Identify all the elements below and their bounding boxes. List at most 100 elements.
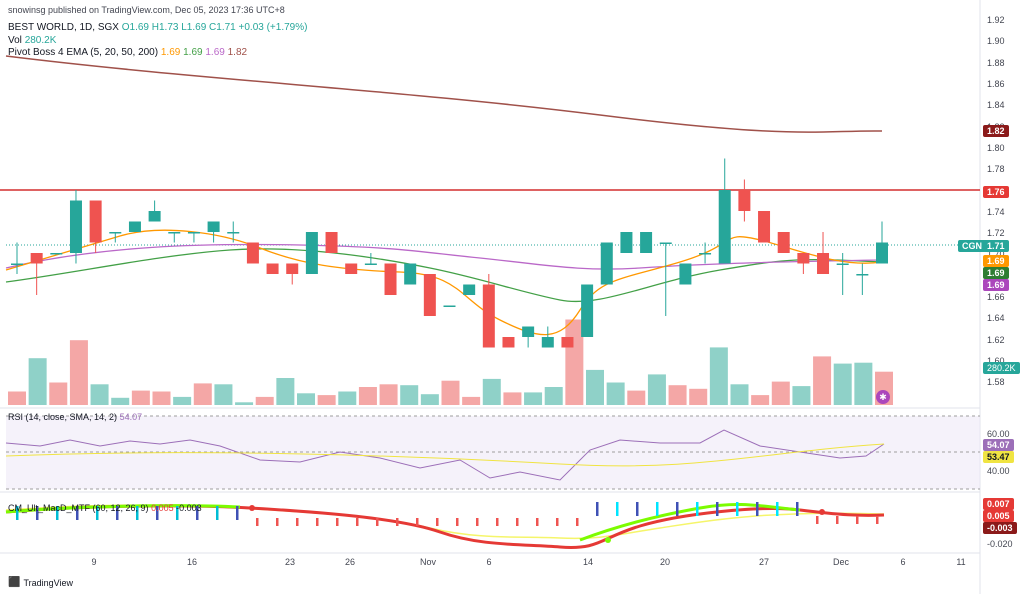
tradingview-logo[interactable]: ⬛ TradingView bbox=[8, 577, 73, 588]
ema50-value: 1.69 bbox=[205, 47, 225, 58]
time-axis-label: 6 bbox=[900, 557, 906, 567]
candle-body bbox=[404, 263, 417, 285]
symbol-legend: BEST WORLD, 1D, SGX O1.69 H1.73 L1.69 C1… bbox=[8, 22, 307, 34]
volume-bar bbox=[668, 385, 687, 405]
candle bbox=[541, 326, 554, 348]
candle bbox=[876, 221, 888, 264]
candle-body bbox=[561, 337, 574, 348]
candle bbox=[246, 242, 259, 264]
ema5-value: 1.69 bbox=[160, 47, 181, 58]
volume-bar bbox=[152, 391, 171, 405]
rsi-axis-label: 60.00 bbox=[987, 429, 1010, 439]
macd-histogram-bar bbox=[736, 502, 739, 516]
candle bbox=[50, 253, 63, 255]
volume-bar bbox=[173, 396, 192, 405]
candle-body bbox=[502, 337, 515, 348]
candle-body bbox=[738, 190, 751, 211]
ema-label[interactable]: Pivot Boss 4 EMA (5, 20, 50, 200) bbox=[8, 47, 159, 58]
candle-body bbox=[659, 242, 672, 244]
macd-legend: CM_Ult_MacD_MTF (60, 12, 26, 9) 0.005 -0… bbox=[8, 503, 202, 513]
volume-bar bbox=[49, 382, 68, 405]
macd-tag: 0.005 bbox=[983, 510, 1014, 522]
volume-bar bbox=[28, 358, 47, 405]
candle-body bbox=[266, 263, 279, 274]
candle-body bbox=[246, 242, 259, 264]
candle bbox=[286, 263, 299, 285]
macd-histogram-bar bbox=[416, 518, 419, 526]
candle bbox=[305, 232, 318, 274]
candle bbox=[738, 179, 751, 222]
candle-body bbox=[522, 326, 535, 337]
volume-bar bbox=[193, 383, 212, 405]
candle bbox=[325, 232, 338, 253]
time-axis-label: 20 bbox=[659, 557, 671, 567]
macd-axis-label: -0.020 bbox=[987, 539, 1013, 549]
volume-bar bbox=[462, 396, 481, 405]
rsi-sma-tag: 53.47 bbox=[983, 451, 1014, 463]
rsi-legend: RSI (14, close, SMA, 14, 2) 54.07 bbox=[8, 412, 142, 422]
volume-bar bbox=[730, 384, 749, 405]
candle-body bbox=[227, 232, 240, 234]
candle-body bbox=[128, 221, 141, 232]
volume-bar bbox=[214, 384, 233, 405]
volume-bar bbox=[792, 386, 811, 405]
indicator-icon[interactable]: ✱ bbox=[876, 390, 890, 404]
volume-bar bbox=[297, 393, 315, 405]
candle-body bbox=[463, 284, 476, 295]
candle bbox=[423, 274, 436, 316]
candle-body bbox=[856, 274, 869, 276]
high-value: H1.73 bbox=[151, 22, 179, 33]
candle-body bbox=[384, 263, 397, 295]
time-axis-label: Dec bbox=[832, 557, 850, 567]
volume-label[interactable]: Vol bbox=[8, 35, 22, 46]
candle bbox=[109, 232, 122, 243]
candle-body bbox=[541, 337, 554, 348]
volume-bar bbox=[400, 385, 419, 405]
macd-histogram-bar bbox=[856, 516, 859, 524]
macd-histogram-bar bbox=[236, 506, 239, 520]
macd-histogram-bar bbox=[216, 506, 219, 520]
ema50-price-tag: 1.69 bbox=[983, 279, 1009, 291]
candle-body bbox=[817, 253, 830, 274]
low-value: L1.69 bbox=[181, 22, 207, 33]
candle-body bbox=[168, 232, 181, 234]
volume-bar bbox=[441, 380, 460, 405]
ema200-value: 1.82 bbox=[227, 47, 248, 58]
candle-body bbox=[148, 211, 161, 222]
volume-bar bbox=[647, 374, 666, 405]
time-axis-label: 6 bbox=[486, 557, 492, 567]
macd-histogram-bar bbox=[356, 518, 359, 526]
macd-histogram-bar bbox=[396, 518, 399, 526]
ema5-line bbox=[5, 229, 883, 336]
macd-histogram-bar bbox=[476, 518, 479, 526]
macd-histogram-bar bbox=[516, 518, 519, 526]
candle bbox=[482, 274, 495, 348]
candle bbox=[404, 263, 417, 285]
macd-histogram-bar bbox=[296, 518, 299, 526]
publisher-text: snowinsg published on TradingView.com, D… bbox=[8, 5, 285, 15]
volume-bar bbox=[111, 397, 130, 405]
macd-cross-up-dot bbox=[605, 537, 611, 543]
volume-bar bbox=[689, 388, 708, 405]
candle-body bbox=[30, 253, 43, 264]
candle bbox=[11, 242, 23, 274]
macd-histogram-bar bbox=[336, 518, 339, 526]
volume-bar bbox=[813, 356, 832, 405]
symbol-name[interactable]: BEST WORLD, 1D, SGX bbox=[8, 22, 119, 33]
ema5-price-tag: 1.69 bbox=[983, 255, 1009, 267]
price-axis-label: 1.66 bbox=[987, 291, 1005, 302]
volume-bar bbox=[565, 319, 584, 405]
time-axis-label: 27 bbox=[758, 557, 770, 567]
tradingview-logo-icon: ⬛ bbox=[8, 577, 21, 588]
candle-body bbox=[640, 232, 653, 253]
macd-histogram-bar bbox=[676, 502, 679, 516]
candle bbox=[659, 242, 672, 316]
candle bbox=[168, 232, 181, 243]
macd-histogram-bar bbox=[836, 516, 839, 524]
candle bbox=[128, 221, 141, 232]
candle-body bbox=[836, 263, 849, 265]
rsi-label[interactable]: RSI (14, close, SMA, 14, 2) bbox=[8, 412, 118, 422]
macd-label[interactable]: CM_Ult_MacD_MTF (60, 12, 26, 9) bbox=[8, 503, 149, 513]
time-axis-label: 14 bbox=[582, 557, 594, 567]
